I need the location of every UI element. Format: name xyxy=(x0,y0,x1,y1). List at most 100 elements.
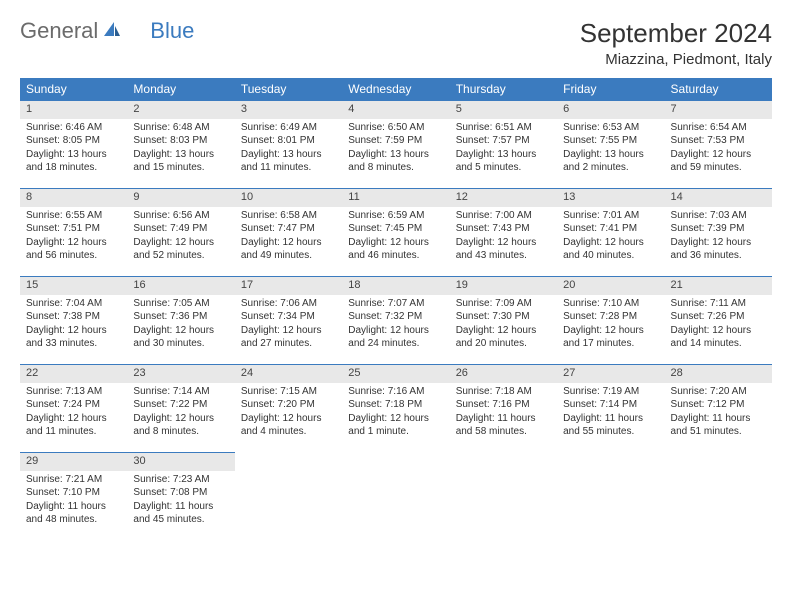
day-line-sr: Sunrise: 7:20 AM xyxy=(671,386,766,399)
day-line-dl1: Daylight: 12 hours xyxy=(563,325,658,338)
day-line-ss: Sunset: 7:53 PM xyxy=(671,135,766,148)
day-line-sr: Sunrise: 7:23 AM xyxy=(133,474,228,487)
day-line-ss: Sunset: 7:28 PM xyxy=(563,311,658,324)
calendar-cell: 3Sunrise: 6:49 AMSunset: 8:01 PMDaylight… xyxy=(235,100,342,188)
day-body: Sunrise: 6:49 AMSunset: 8:01 PMDaylight:… xyxy=(235,119,342,182)
day-body: Sunrise: 6:59 AMSunset: 7:45 PMDaylight:… xyxy=(342,207,449,270)
weekday-header: Thursday xyxy=(450,78,557,100)
day-line-dl1: Daylight: 11 hours xyxy=(563,413,658,426)
calendar-cell: 19Sunrise: 7:09 AMSunset: 7:30 PMDayligh… xyxy=(450,276,557,364)
calendar-cell: 1Sunrise: 6:46 AMSunset: 8:05 PMDaylight… xyxy=(20,100,127,188)
sail-icon xyxy=(102,18,122,44)
day-line-sr: Sunrise: 7:16 AM xyxy=(348,386,443,399)
day-line-dl1: Daylight: 12 hours xyxy=(241,325,336,338)
day-number: 22 xyxy=(20,364,127,383)
day-number: 15 xyxy=(20,276,127,295)
calendar-cell: 8Sunrise: 6:55 AMSunset: 7:51 PMDaylight… xyxy=(20,188,127,276)
day-number: 24 xyxy=(235,364,342,383)
calendar-week: 15Sunrise: 7:04 AMSunset: 7:38 PMDayligh… xyxy=(20,276,772,364)
day-line-dl1: Daylight: 12 hours xyxy=(348,237,443,250)
day-line-dl2: and 48 minutes. xyxy=(26,514,121,527)
day-line-sr: Sunrise: 7:15 AM xyxy=(241,386,336,399)
calendar-cell: 30Sunrise: 7:23 AMSunset: 7:08 PMDayligh… xyxy=(127,452,234,540)
day-line-dl1: Daylight: 12 hours xyxy=(133,413,228,426)
calendar-cell: 11Sunrise: 6:59 AMSunset: 7:45 PMDayligh… xyxy=(342,188,449,276)
day-line-ss: Sunset: 7:10 PM xyxy=(26,487,121,500)
day-line-sr: Sunrise: 7:11 AM xyxy=(671,298,766,311)
calendar-head: SundayMondayTuesdayWednesdayThursdayFrid… xyxy=(20,78,772,100)
day-line-sr: Sunrise: 7:13 AM xyxy=(26,386,121,399)
day-line-ss: Sunset: 7:22 PM xyxy=(133,399,228,412)
day-number: 30 xyxy=(127,452,234,471)
weekday-header: Wednesday xyxy=(342,78,449,100)
day-line-ss: Sunset: 7:14 PM xyxy=(563,399,658,412)
day-body: Sunrise: 6:51 AMSunset: 7:57 PMDaylight:… xyxy=(450,119,557,182)
day-line-dl1: Daylight: 12 hours xyxy=(348,325,443,338)
weekday-header: Tuesday xyxy=(235,78,342,100)
day-line-dl2: and 55 minutes. xyxy=(563,426,658,439)
day-line-ss: Sunset: 7:12 PM xyxy=(671,399,766,412)
day-line-dl2: and 11 minutes. xyxy=(26,426,121,439)
weekday-header: Sunday xyxy=(20,78,127,100)
day-body: Sunrise: 6:58 AMSunset: 7:47 PMDaylight:… xyxy=(235,207,342,270)
day-line-dl2: and 45 minutes. xyxy=(133,514,228,527)
day-line-dl2: and 51 minutes. xyxy=(671,426,766,439)
day-body: Sunrise: 6:46 AMSunset: 8:05 PMDaylight:… xyxy=(20,119,127,182)
day-number: 12 xyxy=(450,188,557,207)
day-line-dl2: and 49 minutes. xyxy=(241,250,336,263)
calendar-cell: 24Sunrise: 7:15 AMSunset: 7:20 PMDayligh… xyxy=(235,364,342,452)
day-body: Sunrise: 6:53 AMSunset: 7:55 PMDaylight:… xyxy=(557,119,664,182)
day-number: 9 xyxy=(127,188,234,207)
day-number: 29 xyxy=(20,452,127,471)
calendar-cell: 7Sunrise: 6:54 AMSunset: 7:53 PMDaylight… xyxy=(665,100,772,188)
day-line-ss: Sunset: 7:55 PM xyxy=(563,135,658,148)
weekday-row: SundayMondayTuesdayWednesdayThursdayFrid… xyxy=(20,78,772,100)
day-line-dl2: and 4 minutes. xyxy=(241,426,336,439)
day-line-sr: Sunrise: 7:04 AM xyxy=(26,298,121,311)
day-line-dl1: Daylight: 13 hours xyxy=(133,149,228,162)
day-number: 19 xyxy=(450,276,557,295)
day-body: Sunrise: 7:00 AMSunset: 7:43 PMDaylight:… xyxy=(450,207,557,270)
day-line-dl1: Daylight: 12 hours xyxy=(133,237,228,250)
day-body: Sunrise: 7:06 AMSunset: 7:34 PMDaylight:… xyxy=(235,295,342,358)
day-body: Sunrise: 7:10 AMSunset: 7:28 PMDaylight:… xyxy=(557,295,664,358)
day-line-dl1: Daylight: 11 hours xyxy=(133,501,228,514)
calendar-cell xyxy=(450,452,557,540)
day-line-sr: Sunrise: 6:50 AM xyxy=(348,122,443,135)
page-header: General Blue September 2024 Miazzina, Pi… xyxy=(20,18,772,68)
day-line-dl1: Daylight: 12 hours xyxy=(563,237,658,250)
day-line-sr: Sunrise: 7:05 AM xyxy=(133,298,228,311)
brand-logo: General Blue xyxy=(20,18,194,44)
calendar-cell: 4Sunrise: 6:50 AMSunset: 7:59 PMDaylight… xyxy=(342,100,449,188)
month-title: September 2024 xyxy=(580,18,772,49)
day-number: 5 xyxy=(450,100,557,119)
day-line-dl1: Daylight: 12 hours xyxy=(133,325,228,338)
calendar-cell xyxy=(557,452,664,540)
day-line-dl2: and 52 minutes. xyxy=(133,250,228,263)
brand-part2: Blue xyxy=(150,18,194,44)
day-line-dl2: and 1 minute. xyxy=(348,426,443,439)
day-body: Sunrise: 7:01 AMSunset: 7:41 PMDaylight:… xyxy=(557,207,664,270)
day-line-ss: Sunset: 7:39 PM xyxy=(671,223,766,236)
day-number: 26 xyxy=(450,364,557,383)
day-line-dl2: and 27 minutes. xyxy=(241,338,336,351)
day-number: 16 xyxy=(127,276,234,295)
day-number: 25 xyxy=(342,364,449,383)
day-line-ss: Sunset: 7:47 PM xyxy=(241,223,336,236)
day-line-sr: Sunrise: 6:49 AM xyxy=(241,122,336,135)
day-line-sr: Sunrise: 6:53 AM xyxy=(563,122,658,135)
day-line-dl2: and 17 minutes. xyxy=(563,338,658,351)
calendar-week: 22Sunrise: 7:13 AMSunset: 7:24 PMDayligh… xyxy=(20,364,772,452)
day-number: 1 xyxy=(20,100,127,119)
day-number: 23 xyxy=(127,364,234,383)
day-line-dl1: Daylight: 12 hours xyxy=(348,413,443,426)
day-line-dl2: and 56 minutes. xyxy=(26,250,121,263)
day-line-ss: Sunset: 7:45 PM xyxy=(348,223,443,236)
day-line-sr: Sunrise: 6:46 AM xyxy=(26,122,121,135)
day-number: 27 xyxy=(557,364,664,383)
calendar-cell: 26Sunrise: 7:18 AMSunset: 7:16 PMDayligh… xyxy=(450,364,557,452)
calendar-cell: 2Sunrise: 6:48 AMSunset: 8:03 PMDaylight… xyxy=(127,100,234,188)
calendar-cell: 21Sunrise: 7:11 AMSunset: 7:26 PMDayligh… xyxy=(665,276,772,364)
day-line-sr: Sunrise: 6:48 AM xyxy=(133,122,228,135)
calendar-cell: 17Sunrise: 7:06 AMSunset: 7:34 PMDayligh… xyxy=(235,276,342,364)
